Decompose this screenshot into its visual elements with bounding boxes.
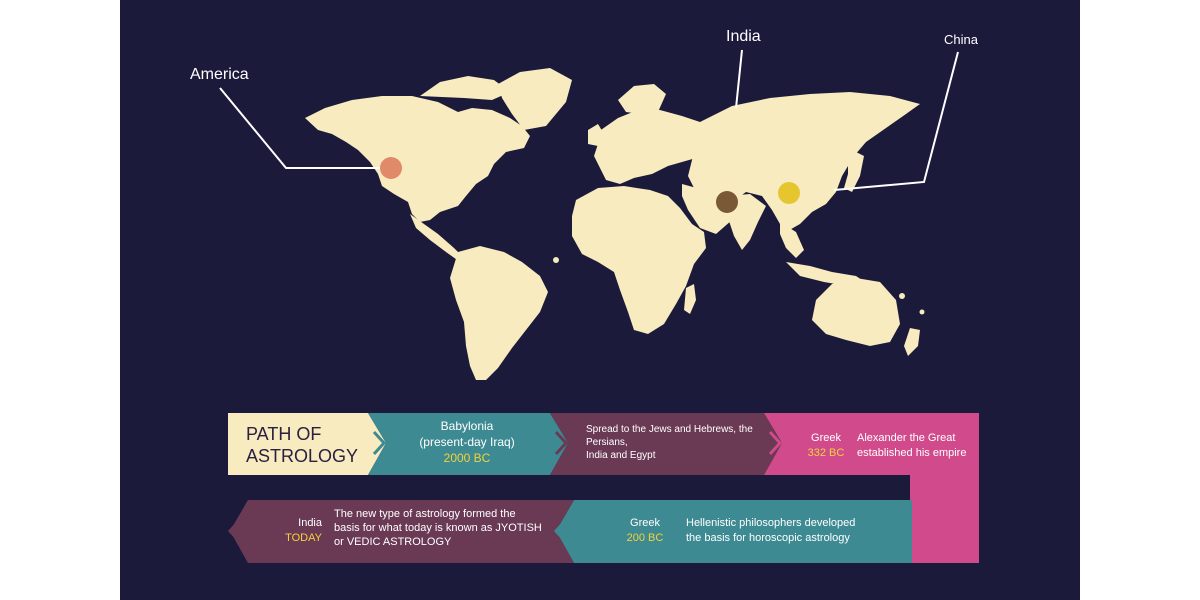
step5-date: TODAY: [285, 532, 322, 544]
step1-banner: [368, 413, 568, 475]
step1-text: Babylonia (present-day Iraq) 2000 BC: [392, 418, 542, 466]
timeline-title-line2: ASTROLOGY: [246, 446, 359, 466]
step3-desc-line1: Alexander the Great: [857, 432, 956, 444]
step1-place-line1: Babylonia: [440, 419, 494, 433]
step5-desc-line2: basis for what today is known as JYOTISH: [334, 522, 542, 534]
step2-line1: Spread to the Jews and Hebrews, the: [586, 424, 753, 435]
scandinavia: [618, 84, 666, 114]
step3-label: Greek 332 BC: [806, 431, 846, 461]
china-leader-line: [833, 51, 959, 191]
step3-desc: Alexander the Great established his empi…: [857, 431, 975, 461]
world-map-land: [305, 68, 925, 380]
china-marker[interactable]: [778, 182, 800, 204]
india-leader-line: [735, 49, 743, 109]
step4-desc-line2: the basis for horoscopic astrology: [686, 532, 850, 544]
europe-landmass: [594, 110, 714, 184]
step5-desc-line3: or VEDIC ASTROLOGY: [334, 536, 452, 548]
india-label: India: [726, 28, 761, 45]
step3-place: Greek: [811, 432, 841, 444]
step4-desc-line1: Hellenistic philosophers developed: [686, 517, 856, 529]
step4-label: Greek 200 BC: [620, 516, 670, 546]
greenland: [498, 68, 572, 130]
south-america-landmass: [450, 246, 548, 380]
africa-landmass: [572, 186, 706, 334]
step2-banner: [550, 413, 782, 475]
timeline-title-line1: PATH OF: [246, 424, 322, 444]
asia-landmass: [688, 92, 920, 232]
step5-label: India TODAY: [276, 516, 322, 546]
step4-place: Greek: [630, 517, 660, 529]
arabian-peninsula: [682, 184, 732, 234]
step2-line3: India and Egypt: [586, 450, 656, 461]
china-label: China: [944, 32, 978, 47]
madagascar: [684, 284, 696, 314]
step1-place-line2: (present-day Iraq): [419, 435, 515, 449]
new-zealand: [904, 328, 920, 356]
step4-desc: Hellenistic philosophers developed the b…: [686, 516, 886, 546]
southeast-asia: [780, 222, 804, 258]
north-america-landmass: [305, 96, 530, 222]
british-isles: [588, 124, 604, 146]
step2-line2: Persians,: [586, 437, 628, 448]
step5-place: India: [298, 517, 322, 529]
step5-banner: [230, 500, 574, 563]
timeline-title: PATH OF ASTROLOGY: [246, 423, 358, 467]
australia-landmass: [812, 278, 900, 346]
indonesia: [786, 262, 868, 286]
america-label: America: [190, 66, 249, 83]
step3-date: 332 BC: [807, 447, 845, 459]
japan: [844, 152, 864, 192]
america-leader-line: [219, 87, 390, 169]
step2-text: Spread to the Jews and Hebrews, the Pers…: [586, 423, 766, 462]
step1-date: 2000 BC: [443, 451, 491, 465]
canadian-arctic-islands: [420, 76, 510, 100]
america-marker[interactable]: [380, 157, 402, 179]
central-america: [410, 214, 464, 262]
title-banner: [228, 413, 386, 475]
step5-desc: The new type of astrology formed the bas…: [334, 507, 564, 549]
step4-banner: [556, 500, 912, 563]
step5-desc-line1: The new type of astrology formed the: [334, 508, 516, 520]
map-leader-lines: [219, 49, 959, 191]
india-marker[interactable]: [716, 191, 738, 213]
world-map: [219, 49, 979, 563]
infographic-panel: America India China PATH OF ASTROLOGY Ba…: [120, 0, 1080, 600]
step3-banner: [764, 413, 979, 475]
step3-desc-line2: established his empire: [857, 447, 967, 459]
timeline-shapes: [227, 413, 979, 563]
step4-date: 200 BC: [626, 532, 664, 544]
